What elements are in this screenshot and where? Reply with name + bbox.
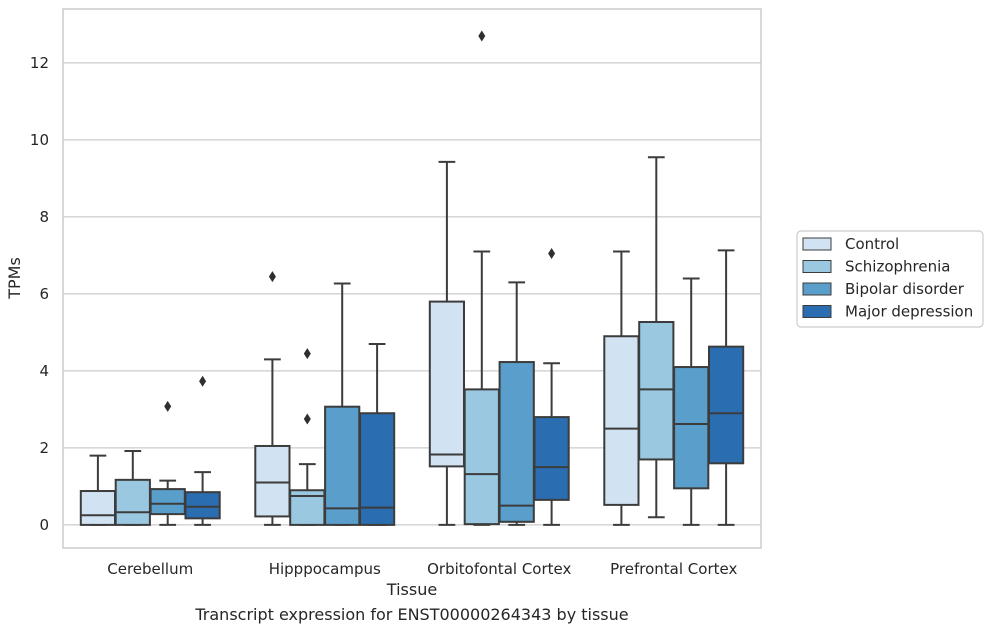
box-body	[603, 335, 640, 506]
legend-box	[796, 230, 984, 328]
x-tick-label: Cerebellum	[107, 560, 193, 578]
box-1-3	[358, 342, 396, 526]
y-tick-label: 4	[39, 362, 49, 380]
legend-item: Schizophrenia	[802, 258, 950, 276]
legend-label: Major depression	[845, 303, 973, 321]
outlier-point	[303, 413, 311, 425]
outlier-point	[268, 271, 276, 283]
y-tick-label: 12	[30, 54, 49, 72]
box-body	[638, 321, 675, 461]
box-plot-series	[79, 30, 745, 526]
x-tick-label: Orbitofontal Cortex	[427, 560, 571, 578]
legend-swatch	[802, 282, 832, 296]
box-body	[254, 444, 291, 518]
box-0-1	[114, 449, 151, 526]
box-body	[79, 490, 117, 526]
y-tick-label: 2	[39, 439, 49, 457]
box-1-0	[254, 271, 291, 526]
legend-swatch	[802, 260, 832, 273]
legend-item: Major depression	[802, 303, 973, 321]
box-2-1	[463, 30, 500, 526]
box-body	[673, 366, 710, 490]
legend-swatch	[802, 305, 832, 318]
box-0-2	[149, 400, 186, 526]
box-3-2	[673, 277, 710, 526]
box-body	[149, 488, 186, 516]
y-tick-label: 8	[39, 208, 49, 226]
legend-item: Bipolar disorder	[802, 280, 965, 298]
chart-caption: Transcript expression for ENST0000026434…	[195, 605, 629, 624]
box-body	[463, 388, 500, 526]
legend-item: Control	[802, 235, 899, 253]
box-body	[533, 416, 570, 501]
x-tick-label: Hipppocampus	[269, 560, 381, 578]
box-3-3	[707, 249, 745, 526]
box-3-0	[603, 250, 640, 526]
box-body	[498, 361, 535, 523]
outlier-point	[548, 247, 556, 259]
box-0-0	[79, 454, 117, 526]
x-axis-label: Tissue	[386, 580, 437, 599]
box-1-1	[289, 348, 326, 526]
outlier-point	[199, 375, 207, 387]
legend-label: Schizophrenia	[845, 258, 950, 276]
box-0-3	[184, 375, 221, 526]
y-tick-label: 6	[39, 285, 49, 303]
x-tick-label: Prefrontal Cortex	[610, 560, 737, 578]
box-body	[324, 405, 361, 526]
legend-swatch	[802, 237, 832, 251]
plot-area-frame	[62, 8, 762, 549]
box-body	[707, 345, 745, 465]
box-2-0	[428, 160, 466, 526]
outlier-point	[478, 30, 486, 42]
legend: Control Schizophrenia Bipolar disorder Majo…	[796, 230, 984, 328]
y-axis-label: TPMs	[5, 257, 24, 300]
gridlines	[63, 62, 761, 526]
box-1-2	[324, 282, 361, 526]
y-tick-label: 0	[39, 516, 49, 534]
box-2-3	[533, 247, 570, 526]
y-tick-label: 10	[30, 131, 49, 149]
legend-label: Bipolar disorder	[845, 280, 965, 298]
box-3-1	[638, 156, 675, 519]
y-axis-ticks: 0 2 4 6 8 10 12	[30, 54, 49, 534]
box-2-2	[498, 281, 535, 526]
box-body	[184, 491, 221, 520]
box-body	[114, 478, 151, 526]
outlier-point	[164, 400, 172, 412]
legend-label: Control	[845, 235, 899, 253]
x-axis-ticks: Cerebellum Hipppocampus Orbitofontal Corte…	[107, 560, 737, 578]
box-body	[358, 412, 396, 526]
box-body	[428, 300, 466, 468]
outlier-point	[303, 348, 311, 360]
